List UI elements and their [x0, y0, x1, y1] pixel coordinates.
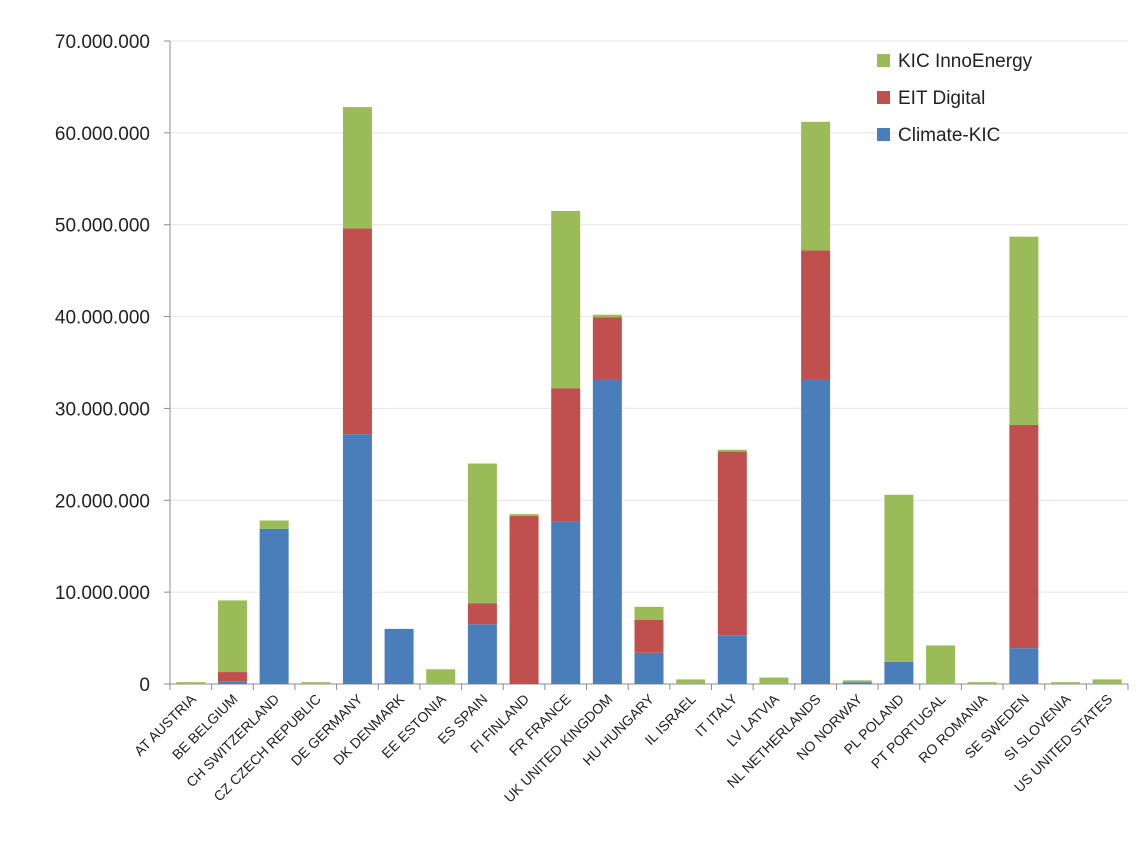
bar-segment [884, 494, 914, 662]
bar-segment [801, 250, 831, 380]
bar-segment [259, 528, 289, 684]
bar-segment [342, 107, 372, 229]
bar-segment [176, 682, 206, 684]
bar-segment [217, 681, 247, 684]
bar-segment [342, 228, 372, 435]
bar-segment [634, 606, 664, 620]
bar-segment [467, 624, 497, 684]
bar-segment [301, 682, 331, 684]
bar-segment [926, 645, 956, 684]
bar-segment [259, 520, 289, 529]
bar-segment [676, 679, 706, 684]
bar-segment [801, 121, 831, 251]
bar-segment [509, 515, 539, 684]
bar-segment [342, 434, 372, 684]
y-tick-label: 20.000.000 [55, 491, 150, 512]
bar-segment [1009, 648, 1039, 684]
y-tick-label: 30.000.000 [55, 399, 150, 420]
x-category-label: PT PORTUGAL [868, 691, 949, 772]
y-tick-label: 50.000.000 [55, 216, 150, 237]
bar-segment [717, 635, 747, 684]
bar-segment [634, 652, 664, 684]
bar-segment [592, 379, 622, 684]
bar-segment [551, 388, 581, 522]
bar-segment [1009, 424, 1039, 649]
bar-segment [509, 514, 539, 516]
y-tick-label: 10.000.000 [55, 583, 150, 604]
bar-segment [592, 314, 622, 318]
bar-segment [717, 449, 747, 452]
legend-label: EIT Digital [898, 88, 985, 109]
y-tick-label: 40.000.000 [55, 308, 150, 329]
bar-segment [426, 669, 456, 684]
x-category-label: DK DENMARK [330, 690, 408, 768]
legend-label: Climate-KIC [898, 125, 1000, 146]
bar-segment [467, 463, 497, 604]
bar-segment [801, 379, 831, 684]
bar-segment [1051, 682, 1081, 684]
bar-segment [634, 619, 664, 653]
x-category-label: HU HUNGARY [579, 690, 657, 768]
x-category-label: DE GERMANY [288, 690, 366, 768]
bar-segment [551, 521, 581, 684]
bar-segment [467, 603, 497, 625]
bar-segment [384, 628, 414, 684]
bar-segment [759, 677, 789, 684]
bar-segment [842, 682, 872, 684]
bar-segment [967, 682, 997, 684]
bar-segment [884, 661, 914, 684]
legend-swatch [877, 128, 890, 141]
legend-label: KIC InnoEnergy [898, 51, 1033, 72]
legend-swatch [877, 54, 890, 67]
y-tick-label: 60.000.000 [55, 124, 150, 145]
bar-segment [1009, 236, 1039, 425]
bar-segment [592, 317, 622, 380]
bar-segment [217, 672, 247, 682]
bar-segment [1092, 679, 1122, 684]
bar-segment [217, 600, 247, 673]
bar-segment [842, 680, 872, 683]
y-tick-label: 0 [139, 675, 150, 696]
bar-segment [717, 451, 747, 636]
y-tick-label: 70.000.000 [55, 32, 150, 53]
legend-swatch [877, 91, 890, 104]
bar-segment [551, 210, 581, 389]
